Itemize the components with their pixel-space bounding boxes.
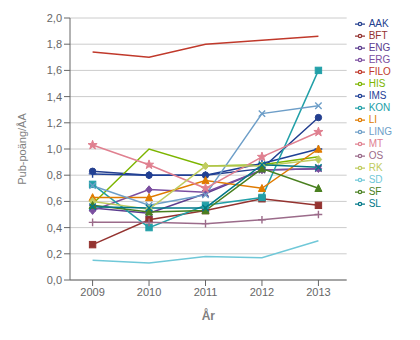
html-text:HIS: HIS [368, 78, 386, 89]
svg-text:År: År [202, 308, 216, 323]
html-text:MT: MT [368, 138, 384, 149]
svg-text:2011: 2011 [194, 286, 218, 298]
svg-text:0,6: 0,6 [47, 195, 62, 207]
svg-text:1,6: 1,6 [47, 64, 62, 76]
html-text:SL: SL [368, 198, 381, 209]
html-text:KON: KON [368, 102, 391, 113]
svg-text:0,0: 0,0 [47, 274, 62, 286]
html-text:SF: SF [368, 186, 382, 197]
svg-text:0,8: 0,8 [47, 169, 62, 181]
svg-text:2009: 2009 [80, 286, 104, 298]
html-text:ERG: ERG [368, 54, 391, 65]
svg-text:1,4: 1,4 [47, 91, 62, 103]
html-text:AAK: AAK [368, 18, 389, 29]
html-text:OS: OS [368, 150, 384, 161]
html-text:ENG: ENG [368, 42, 391, 53]
html-text:LI: LI [368, 114, 377, 125]
svg-text:2,0: 2,0 [47, 12, 62, 24]
svg-text:1,2: 1,2 [47, 117, 62, 129]
html-text:LING: LING [368, 126, 392, 137]
html-text:SD: SD [368, 174, 383, 185]
svg-text:0,4: 0,4 [47, 222, 62, 234]
html-text:RK: RK [368, 162, 383, 173]
svg-text:0,2: 0,2 [47, 248, 62, 260]
html-text:IMS: IMS [368, 90, 387, 101]
svg-text:Pub-poäng/ÅA: Pub-poäng/ÅA [16, 113, 28, 185]
svg-text:2010: 2010 [137, 286, 161, 298]
svg-text:1,0: 1,0 [47, 143, 62, 155]
html-text:FILO: FILO [368, 66, 391, 77]
svg-text:2012: 2012 [250, 286, 274, 298]
html-text:BFT: BFT [368, 30, 388, 41]
svg-text:2013: 2013 [306, 286, 330, 298]
svg-text:1,8: 1,8 [47, 38, 62, 50]
